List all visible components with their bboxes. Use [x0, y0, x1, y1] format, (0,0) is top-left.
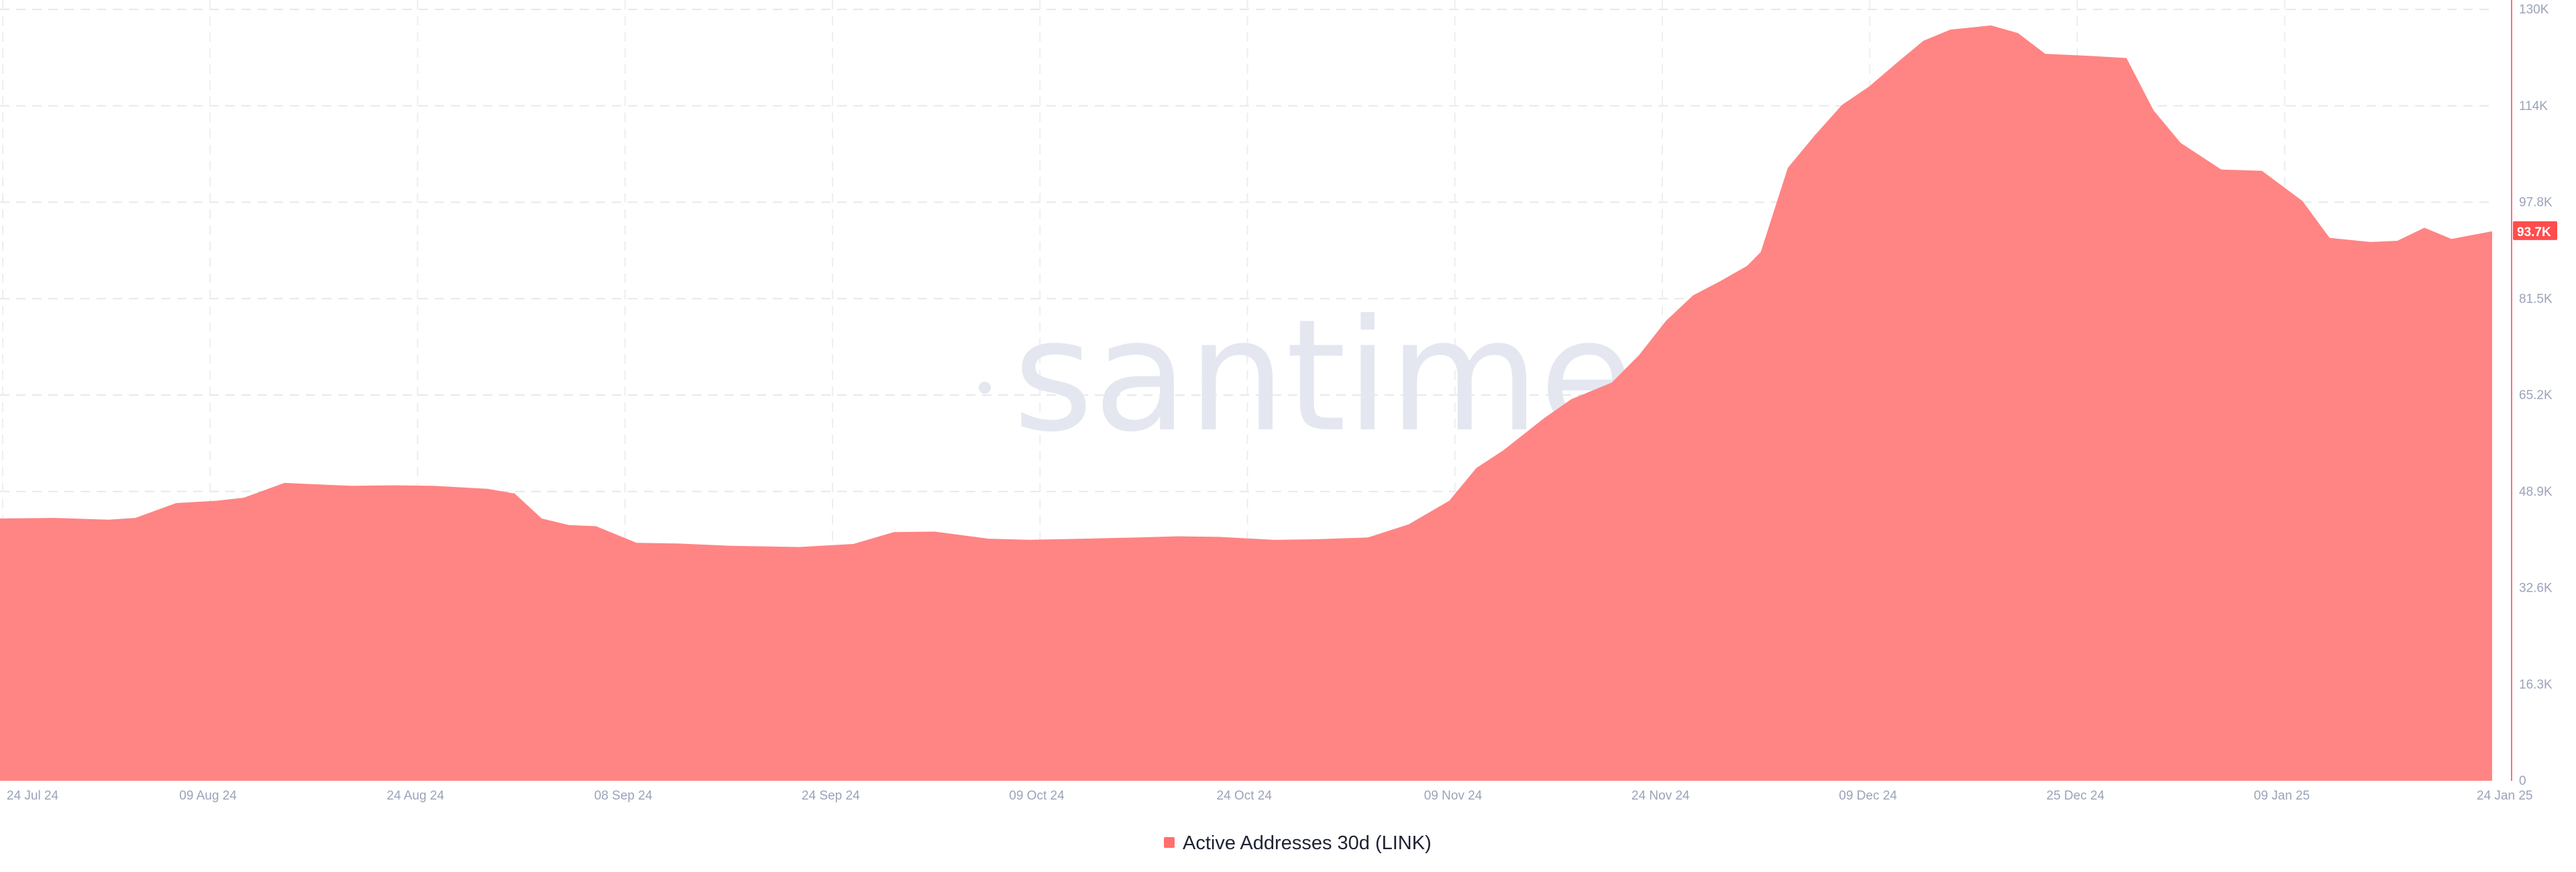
x-tick-label: 09 Aug 24	[179, 789, 237, 803]
y-tick-label: 97.8K	[2519, 196, 2553, 210]
y-tick-label: 114K	[2519, 99, 2548, 113]
y-tick-label: 0	[2519, 774, 2526, 788]
x-tick-label: 09 Jan 25	[2254, 789, 2310, 803]
x-tick-label: 24 Jan 25	[2477, 789, 2532, 803]
x-tick-label: 25 Dec 24	[2047, 789, 2105, 803]
series-area	[0, 25, 2492, 781]
x-tick-label: 09 Dec 24	[1839, 789, 1897, 803]
legend-swatch	[1164, 837, 1175, 848]
y-tick-label: 81.5K	[2519, 292, 2553, 306]
legend-label[interactable]: Active Addresses 30d (LINK)	[1183, 832, 1432, 854]
x-tick-label: 09 Nov 24	[1424, 789, 1483, 803]
watermark-dot	[979, 382, 991, 394]
x-axis: 24 Jul 24 09 Aug 24 24 Aug 24 08 Sep 24 24 S…	[7, 789, 2532, 803]
y-tick-label: 48.9K	[2519, 485, 2553, 499]
x-tick-label: 24 Oct 24	[1217, 789, 1273, 803]
x-tick-label: 09 Oct 24	[1009, 789, 1065, 803]
last-value-label: 93.7K	[2517, 225, 2551, 239]
y-tick-label: 16.3K	[2519, 677, 2553, 692]
x-tick-label: 24 Nov 24	[1631, 789, 1690, 803]
last-value-badge-bg	[2513, 221, 2557, 240]
x-tick-label: 24 Sep 24	[802, 789, 860, 803]
last-value-badge: 93.7K	[2513, 221, 2557, 240]
x-tick-label: 24 Aug 24	[387, 789, 445, 803]
x-tick-label: 08 Sep 24	[594, 789, 653, 803]
y-axis: 0 16.3K 32.6K 48.9K 65.2K 81.5K 97.8K 114K 130K	[2519, 3, 2553, 788]
area-layer	[0, 25, 2493, 781]
y-tick-label: 65.2K	[2519, 388, 2553, 402]
y-tick-label: 130K	[2519, 3, 2549, 17]
y-tick-label: 32.6K	[2519, 582, 2553, 596]
legend[interactable]: Active Addresses 30d (LINK)	[1164, 832, 1432, 854]
x-tick-label: 24 Jul 24	[7, 789, 59, 803]
